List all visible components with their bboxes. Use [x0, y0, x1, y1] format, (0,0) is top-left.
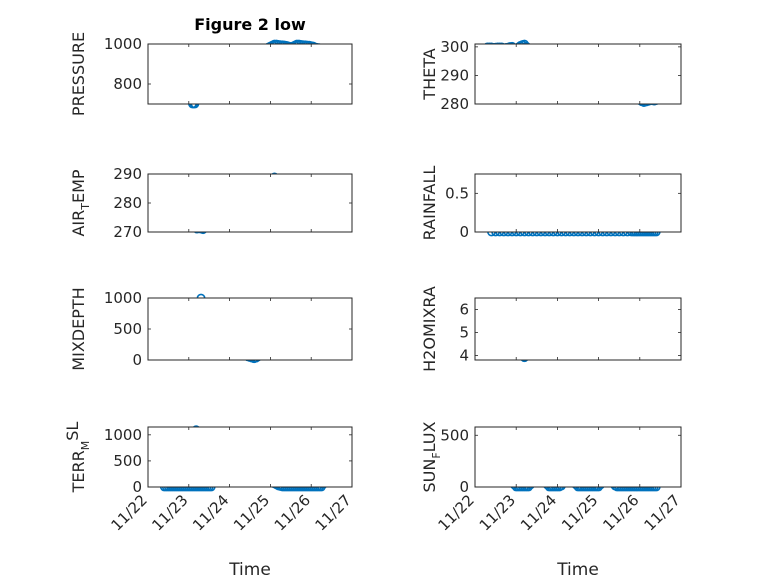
x-tick-label: 11/22 [108, 491, 151, 534]
x-tick-label: 11/24 [517, 491, 560, 534]
y-axis-label: H2OMIXRA [420, 286, 439, 372]
x-tick-label: 11/23 [148, 491, 191, 534]
y-tick-label: 500 [113, 320, 142, 338]
x-tick-label: 11/26 [599, 491, 642, 534]
axes-box [474, 297, 682, 361]
y-tick-label: 0 [132, 478, 142, 496]
y-tick-label: 300 [440, 38, 469, 56]
x-tick-label: 11/25 [230, 491, 273, 534]
y-axis-label: SUNFLUX [420, 421, 443, 492]
y-tick-label: 0 [459, 223, 469, 241]
y-tick-label: 1000 [104, 426, 142, 444]
y-tick-label: 0 [459, 478, 469, 496]
subplot-6: 4 5 6 H2OMIXRA [420, 286, 682, 372]
y-tick-label: 1000 [104, 289, 142, 307]
figure-title: Figure 2 low [194, 15, 306, 34]
axes-box [147, 297, 353, 361]
x-tick-label: 11/22 [435, 491, 478, 534]
subplot-5: 0 500 1000 MIXDEPTH [69, 287, 353, 371]
x-tick-label: 11/27 [641, 491, 684, 534]
x-tick-label: 11/27 [312, 491, 355, 534]
y-axis-label: TERRMSL [63, 422, 92, 494]
axes-box [474, 43, 682, 105]
y-tick-label: 500 [440, 426, 469, 444]
y-tick-label: 280 [440, 95, 469, 113]
y-tick-label: 800 [113, 75, 142, 93]
subplot-1: 800 1000 PRESSURE [69, 32, 353, 116]
axes-box [147, 173, 353, 233]
y-tick-label: 290 [440, 66, 469, 84]
axes-box [147, 43, 353, 105]
y-tick-label: 270 [113, 223, 142, 241]
y-axis-label: THETA [420, 48, 439, 100]
y-tick-label: 5 [459, 323, 469, 341]
y-tick-label: 0.5 [445, 184, 469, 202]
axes-box [474, 426, 682, 488]
x-tick-label: 11/26 [271, 491, 314, 534]
x-tick-label: 11/25 [558, 491, 601, 534]
x-axis-label-left: Time [228, 560, 271, 580]
y-tick-label: 6 [459, 300, 469, 318]
axes-box [474, 173, 682, 233]
y-axis-label: RAINFALL [420, 166, 439, 241]
y-tick-label: 1000 [104, 35, 142, 53]
subplot-4: 0 0.5 RAINFALL [420, 166, 682, 241]
y-tick-label: 290 [113, 165, 142, 183]
x-tick-label: 11/24 [189, 491, 232, 534]
subplot-3: 270 280 290 AIRTEMP [69, 165, 353, 241]
axes-box [147, 426, 353, 488]
y-axis-label: PRESSURE [69, 32, 88, 116]
y-axis-label: MIXDEPTH [69, 287, 88, 370]
y-tick-label: 4 [459, 346, 469, 364]
y-tick-label: 280 [113, 194, 142, 212]
x-axis-label-right: Time [556, 560, 599, 580]
y-axis-label: AIRTEMP [69, 169, 92, 236]
y-tick-label: 500 [113, 452, 142, 470]
y-tick-label: 0 [132, 351, 142, 369]
x-tick-label: 11/23 [476, 491, 519, 534]
